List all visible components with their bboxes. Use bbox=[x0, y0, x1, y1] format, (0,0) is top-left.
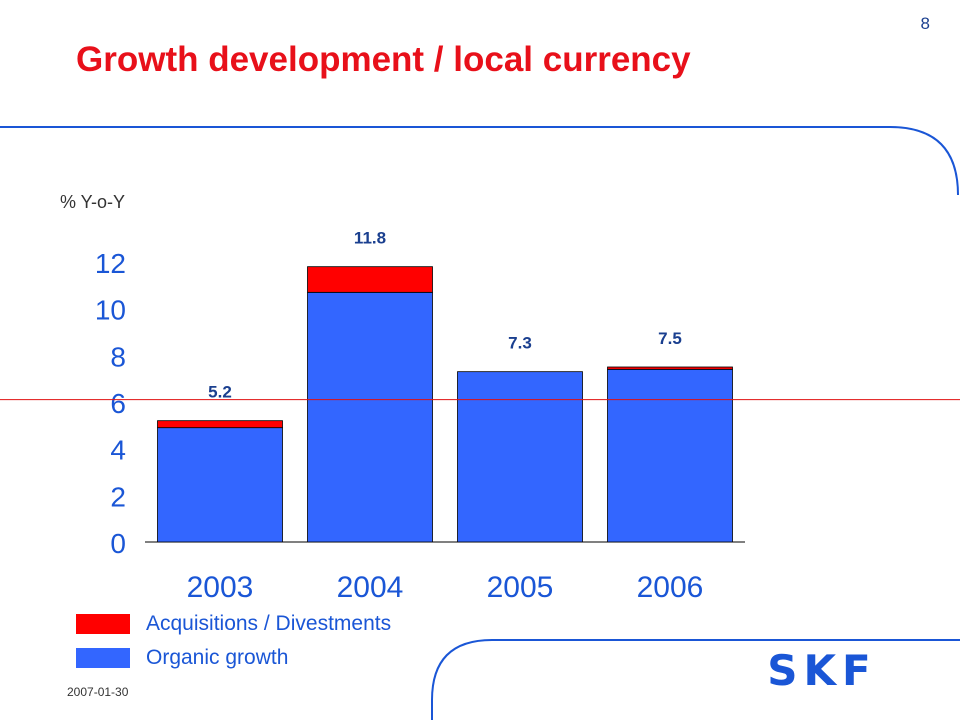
bar-organic-growth bbox=[307, 291, 433, 543]
y-tick-label: 0 bbox=[110, 528, 126, 559]
bar-total-label: 11.8 bbox=[354, 229, 386, 248]
slide-title: Growth development / local currency bbox=[76, 40, 691, 79]
legend-label-organic: Organic growth bbox=[146, 646, 289, 669]
bar-total-label: 7.5 bbox=[658, 329, 682, 348]
bar-organic-growth bbox=[457, 371, 583, 543]
bar-acquisitions bbox=[157, 420, 283, 429]
bar-total-label: 7.3 bbox=[508, 334, 532, 353]
y-tick-label: 6 bbox=[110, 388, 126, 419]
legend-label-acquisitions: Acquisitions / Divestments bbox=[146, 612, 392, 635]
x-tick-label: 2003 bbox=[187, 571, 254, 604]
slide-date: 2007-01-30 bbox=[67, 685, 129, 699]
page-number: 8 bbox=[920, 14, 930, 33]
bar-acquisitions bbox=[307, 266, 433, 293]
y-tick-label: 10 bbox=[95, 295, 126, 326]
x-tick-label: 2004 bbox=[337, 571, 404, 604]
y-tick-label: 12 bbox=[95, 248, 126, 279]
skf-logo-text: SKF bbox=[767, 652, 877, 692]
bar-organic-growth bbox=[607, 368, 733, 543]
bar-total-label: 5.2 bbox=[208, 383, 232, 402]
legend-swatch-organic bbox=[76, 648, 130, 668]
y-axis-unit-label: % Y-o-Y bbox=[60, 192, 126, 212]
bottom-curve-line bbox=[431, 639, 960, 720]
x-tick-label: 2005 bbox=[487, 571, 554, 604]
bar-acquisitions bbox=[607, 366, 733, 370]
y-tick-label: 2 bbox=[110, 481, 126, 512]
top-curve-line bbox=[0, 126, 959, 196]
y-tick-label: 8 bbox=[110, 341, 126, 372]
legend-swatch-acquisitions bbox=[76, 614, 130, 634]
bar-organic-growth bbox=[157, 427, 283, 543]
skf-logo: SKF bbox=[767, 652, 877, 692]
x-tick-label: 2006 bbox=[637, 571, 704, 604]
y-tick-label: 4 bbox=[110, 435, 126, 466]
